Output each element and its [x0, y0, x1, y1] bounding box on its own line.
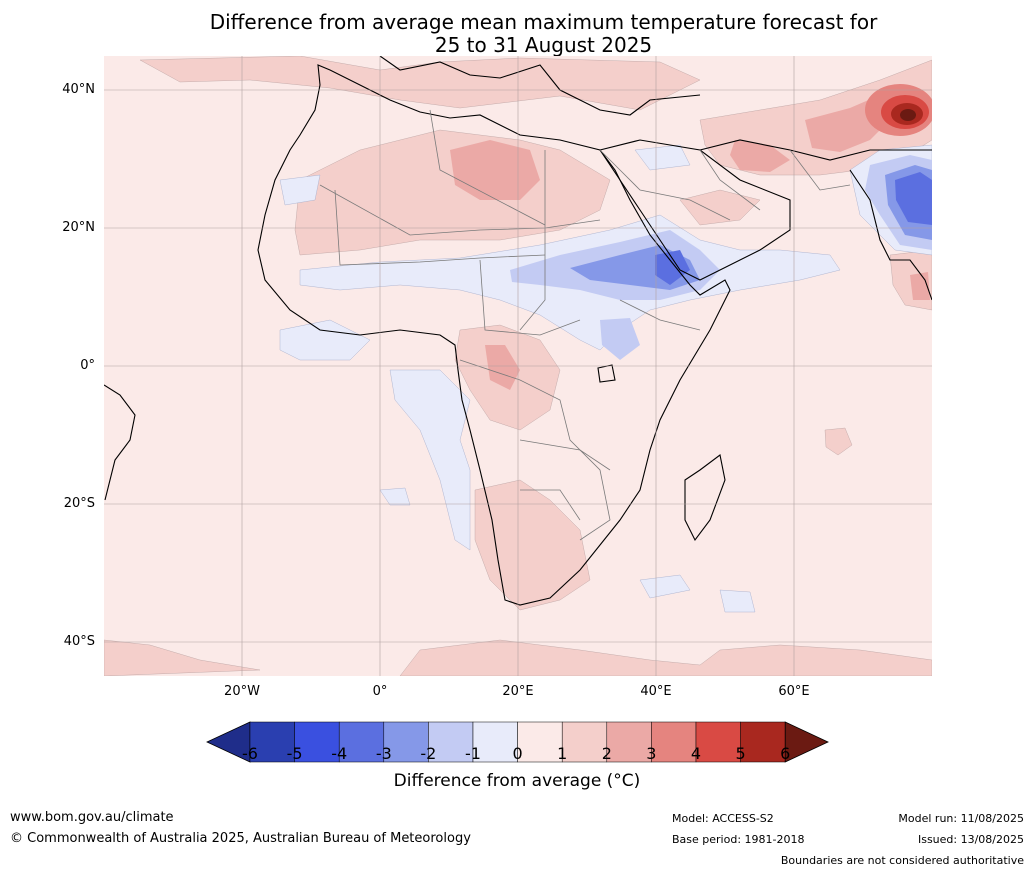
disclaimer-text: Boundaries are not considered authoritat… — [780, 854, 1024, 867]
colorbar-tick-label: 5 — [735, 744, 746, 763]
map-title-line2: 25 to 31 August 2025 — [434, 33, 653, 57]
warmer-anomaly-regions — [450, 95, 930, 390]
colorbar-tick-label: 0 — [512, 744, 523, 763]
colorbar-tick-label: -2 — [420, 744, 437, 763]
lat-label-equator: 0° — [80, 358, 95, 373]
colorbar-tick-label: 3 — [646, 744, 657, 763]
lat-label-20s: 20°S — [63, 496, 95, 511]
lon-label-20e: 20°E — [502, 684, 534, 699]
lat-label-40n: 40°N — [62, 82, 95, 97]
issued-text: Issued: 13/08/2025 — [917, 833, 1024, 846]
coastlines — [104, 56, 932, 606]
hotspot-region — [865, 84, 932, 136]
colorbar-tick-label: -1 — [465, 744, 481, 763]
strong-cool-regions — [655, 172, 932, 285]
colorbar-tick-label: 2 — [601, 744, 612, 763]
lon-label-60e: 60°E — [778, 684, 810, 699]
lon-label-40e: 40°E — [640, 684, 672, 699]
colorbar-tick-label: 1 — [557, 744, 568, 763]
colorbar-label: Difference from average (°C) — [393, 771, 641, 791]
lat-label-40s: 40°S — [63, 634, 95, 649]
model-text: Model: ACCESS-S2 — [672, 812, 774, 825]
graticule — [104, 56, 932, 676]
model-run-text: Model run: 11/08/2025 — [898, 812, 1024, 825]
lon-label-20w: 20°W — [224, 684, 260, 699]
colorbar-tick-label: -5 — [286, 744, 303, 763]
website-text: www.bom.gov.au/climate — [10, 810, 174, 825]
colorbar-tick-label: 6 — [780, 744, 791, 763]
map-title-line1: Difference from average mean maximum tem… — [209, 10, 878, 34]
lat-label-20n: 20°N — [62, 220, 95, 235]
colorbar-tick-label: -6 — [242, 744, 258, 763]
base-period-text: Base period: 1981-2018 — [672, 833, 805, 846]
lon-label-0: 0° — [372, 684, 388, 699]
colorbar-tick-label: -4 — [331, 744, 348, 763]
colorbar-tick-label: -3 — [375, 744, 392, 763]
copyright-text: © Commonwealth of Australia 2025, Austra… — [10, 831, 471, 846]
temperature-anomaly-map — [104, 56, 932, 676]
colorbar-tick-label: 4 — [690, 744, 702, 763]
